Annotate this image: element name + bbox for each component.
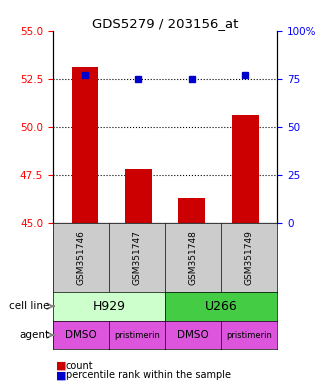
Bar	[232, 115, 258, 223]
Text: GSM351749: GSM351749	[245, 230, 254, 285]
Text: count: count	[66, 361, 94, 371]
Text: percentile rank within the sample: percentile rank within the sample	[66, 370, 231, 380]
Title: GDS5279 / 203156_at: GDS5279 / 203156_at	[92, 17, 238, 30]
Text: U266: U266	[205, 300, 238, 313]
Text: H929: H929	[92, 300, 125, 313]
Text: pristimerin: pristimerin	[226, 331, 272, 339]
Text: cell line: cell line	[9, 301, 50, 311]
Text: DMSO: DMSO	[65, 330, 97, 340]
Bar	[72, 67, 98, 223]
Text: DMSO: DMSO	[177, 330, 209, 340]
Text: pristimerin: pristimerin	[114, 331, 160, 339]
Bar	[125, 169, 152, 223]
Text: GSM351746: GSM351746	[76, 230, 85, 285]
Text: GSM351748: GSM351748	[188, 230, 198, 285]
Text: GSM351747: GSM351747	[132, 230, 142, 285]
Text: ■: ■	[56, 361, 67, 371]
Text: agent: agent	[19, 330, 50, 340]
Bar	[178, 198, 205, 223]
Text: ■: ■	[56, 370, 67, 380]
